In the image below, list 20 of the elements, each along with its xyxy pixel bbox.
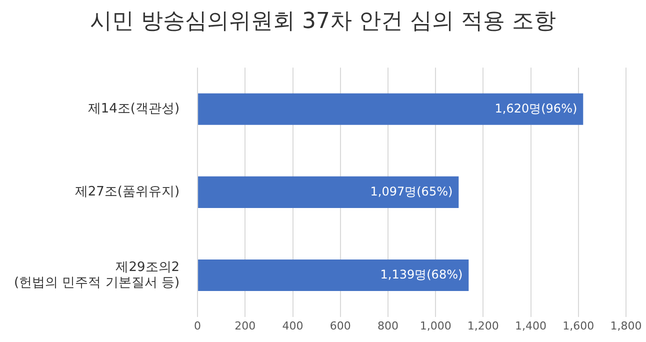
x-tick-label: 600	[330, 319, 351, 332]
y-tick-label: 제29조의2 (헌법의 민주적 기본질서 등)	[14, 260, 180, 290]
bar	[198, 259, 469, 292]
x-tick-label: 1,200	[467, 319, 499, 332]
x-tick-label: 1,000	[420, 319, 452, 332]
y-tick-label: 제14조(객관성)	[88, 102, 180, 117]
data-label: 1,097명(65%)	[370, 184, 453, 198]
x-tick-label: 400	[282, 319, 304, 332]
x-tick-label: 200	[234, 319, 256, 332]
x-tick-label: 1,600	[562, 319, 594, 332]
x-tick-label: 800	[377, 319, 398, 332]
y-tick-label: 제27조(품위유지)	[74, 184, 180, 200]
x-tick-label: 1,400	[515, 319, 547, 332]
x-tick-label: 0	[194, 319, 202, 332]
bar	[198, 176, 459, 208]
x-tick-label: 1,800	[610, 319, 642, 332]
data-label: 1,139명(68%)	[380, 267, 463, 282]
data-label: 1,620명(96%)	[494, 101, 578, 116]
bar	[198, 93, 584, 125]
chart-title: 시민 방송심의위원회 37차 안건 심의 적용 조항	[89, 8, 557, 36]
